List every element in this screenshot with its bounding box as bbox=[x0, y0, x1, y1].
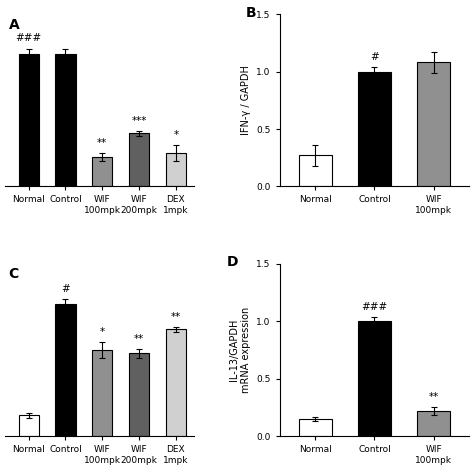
Bar bbox=[55, 304, 76, 436]
Bar bbox=[299, 419, 331, 436]
Text: C: C bbox=[9, 267, 19, 282]
Text: #: # bbox=[61, 284, 70, 294]
Bar bbox=[166, 329, 186, 436]
Bar bbox=[92, 350, 112, 436]
Bar bbox=[129, 354, 149, 436]
Text: ###: ### bbox=[16, 34, 42, 44]
Bar bbox=[358, 321, 391, 436]
Y-axis label: IL-13/GAPDH
mRNA expression: IL-13/GAPDH mRNA expression bbox=[229, 307, 251, 393]
Y-axis label: IFN-γ / GAPDH: IFN-γ / GAPDH bbox=[241, 65, 251, 135]
Text: ###: ### bbox=[361, 301, 388, 311]
Bar bbox=[358, 72, 391, 186]
Text: **: ** bbox=[171, 312, 181, 322]
Bar bbox=[129, 133, 149, 186]
Bar bbox=[55, 54, 76, 186]
Text: A: A bbox=[9, 18, 19, 32]
Text: *: * bbox=[173, 130, 179, 140]
Text: *: * bbox=[100, 327, 105, 337]
Text: **: ** bbox=[97, 138, 108, 148]
Text: **: ** bbox=[134, 334, 144, 344]
Bar bbox=[418, 63, 450, 186]
Bar bbox=[18, 54, 39, 186]
Text: **: ** bbox=[428, 392, 439, 401]
Bar bbox=[92, 157, 112, 186]
Bar bbox=[166, 153, 186, 186]
Text: B: B bbox=[246, 6, 256, 19]
Text: #: # bbox=[370, 52, 379, 62]
Text: ***: *** bbox=[131, 116, 147, 126]
Bar bbox=[18, 415, 39, 436]
Text: D: D bbox=[227, 255, 238, 269]
Bar bbox=[299, 155, 331, 186]
Bar bbox=[418, 411, 450, 436]
